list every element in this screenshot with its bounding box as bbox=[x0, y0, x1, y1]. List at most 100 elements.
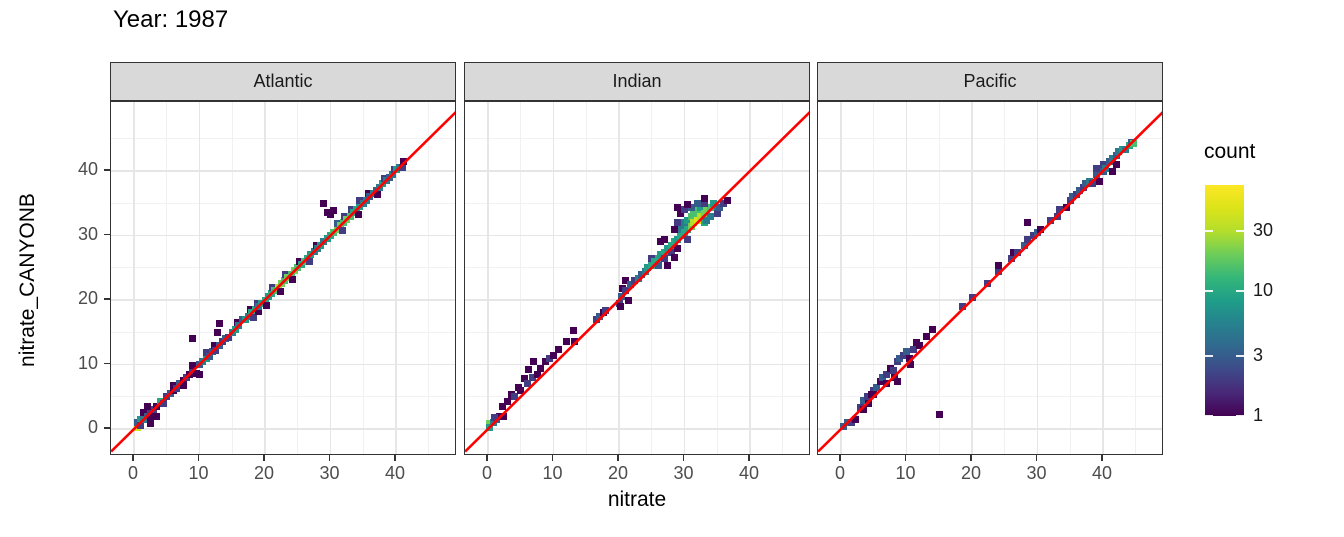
count-bin bbox=[696, 212, 704, 220]
x-axis-title: nitrate bbox=[607, 488, 667, 511]
x-tick bbox=[486, 455, 488, 461]
facet-strip-indian: Indian bbox=[464, 62, 810, 101]
x-tick bbox=[904, 455, 907, 461]
grid-minor-v bbox=[782, 102, 784, 454]
count-bin bbox=[1112, 152, 1120, 160]
grid-minor-h bbox=[818, 202, 1162, 204]
count-bin bbox=[225, 333, 233, 341]
count-bin bbox=[707, 203, 715, 211]
count-bin bbox=[320, 199, 328, 207]
count-bin bbox=[289, 275, 296, 283]
legend-tick-label: 30 bbox=[1253, 220, 1274, 241]
count-bin bbox=[661, 255, 669, 263]
count-bin bbox=[707, 212, 715, 220]
grid-major-v bbox=[971, 102, 973, 454]
count-bin bbox=[399, 163, 407, 171]
count-bin bbox=[670, 225, 678, 233]
count-bin bbox=[670, 238, 678, 246]
x-tick bbox=[682, 455, 685, 461]
grid-minor-h bbox=[465, 396, 809, 398]
count-bin bbox=[327, 211, 334, 219]
count-bin bbox=[703, 216, 711, 224]
count-bin bbox=[196, 370, 203, 378]
count-bin bbox=[530, 358, 538, 366]
count-bin bbox=[202, 349, 210, 357]
count-bin bbox=[700, 194, 708, 202]
legend-tick-label: 3 bbox=[1253, 345, 1264, 366]
count-bin bbox=[681, 229, 688, 237]
count-bin bbox=[713, 210, 721, 218]
count-bin bbox=[189, 335, 197, 343]
count-bin bbox=[674, 235, 682, 243]
count-bin bbox=[709, 199, 717, 207]
count-bin bbox=[859, 397, 867, 405]
grid-major-h bbox=[818, 234, 1162, 237]
grid-major-h bbox=[465, 234, 809, 237]
grid-minor-h bbox=[818, 267, 1162, 269]
count-bin bbox=[631, 277, 639, 285]
count-bin bbox=[491, 413, 499, 421]
y-tick bbox=[104, 169, 110, 171]
grid-major-h bbox=[111, 170, 455, 172]
count-bin bbox=[893, 358, 901, 366]
count-bin bbox=[143, 402, 151, 410]
count-bin bbox=[661, 248, 669, 256]
grid-minor-h bbox=[465, 138, 809, 140]
legend-colorbar bbox=[1205, 185, 1244, 416]
y-tick bbox=[104, 298, 110, 300]
count-bin bbox=[1082, 180, 1090, 188]
count-bin bbox=[903, 348, 910, 356]
grid-major-v bbox=[264, 102, 266, 454]
grid-major-h bbox=[111, 299, 455, 301]
count-bin bbox=[893, 377, 901, 385]
count-bin bbox=[1020, 242, 1028, 250]
x-tick bbox=[839, 455, 841, 461]
count-bin bbox=[683, 201, 691, 209]
count-bin bbox=[504, 397, 512, 405]
count-bin bbox=[703, 206, 711, 214]
count-bin bbox=[674, 244, 682, 252]
x-tick-label: 30 bbox=[319, 463, 340, 483]
count-bin bbox=[929, 326, 937, 334]
grid-major-v bbox=[1036, 102, 1039, 454]
x-tick-label: 0 bbox=[481, 463, 492, 483]
grid-minor-v bbox=[231, 102, 233, 454]
count-bin bbox=[716, 203, 724, 211]
count-bin bbox=[137, 422, 145, 430]
count-bin bbox=[1115, 148, 1123, 156]
x-tick-label: 0 bbox=[127, 463, 138, 483]
count-bin bbox=[896, 354, 904, 362]
count-bin bbox=[687, 222, 695, 230]
count-bin bbox=[889, 367, 897, 375]
x-tick-label: 40 bbox=[738, 463, 760, 483]
x-tick bbox=[1101, 455, 1103, 461]
count-bin bbox=[159, 399, 167, 407]
grid-minor-h bbox=[465, 267, 809, 269]
count-bin bbox=[1108, 154, 1116, 162]
count-bin bbox=[724, 197, 732, 205]
identity-line bbox=[465, 111, 809, 453]
count-bin bbox=[179, 381, 187, 389]
grid-major-v bbox=[329, 102, 332, 454]
grid-minor-h bbox=[111, 202, 455, 204]
count-bin bbox=[663, 244, 671, 252]
x-tick-label: 10 bbox=[188, 463, 209, 483]
count-bin bbox=[694, 216, 702, 224]
count-bin bbox=[189, 362, 197, 370]
count-bin bbox=[670, 253, 678, 261]
grid-minor-h bbox=[111, 138, 455, 140]
count-bin bbox=[215, 320, 223, 328]
grid-major-h bbox=[111, 363, 455, 366]
count-bin bbox=[569, 326, 577, 334]
grid-minor-h bbox=[111, 331, 455, 333]
grid-major-h bbox=[818, 363, 1162, 366]
x-tick-label: 10 bbox=[542, 463, 563, 483]
count-bin bbox=[338, 226, 346, 234]
legend-tick-label: 1 bbox=[1253, 405, 1264, 425]
count-bin bbox=[622, 277, 630, 285]
count-bin bbox=[1079, 184, 1087, 192]
grid-major-v bbox=[487, 102, 489, 454]
x-tick bbox=[197, 455, 200, 461]
count-bin bbox=[1014, 248, 1022, 256]
count-bin bbox=[249, 313, 257, 321]
